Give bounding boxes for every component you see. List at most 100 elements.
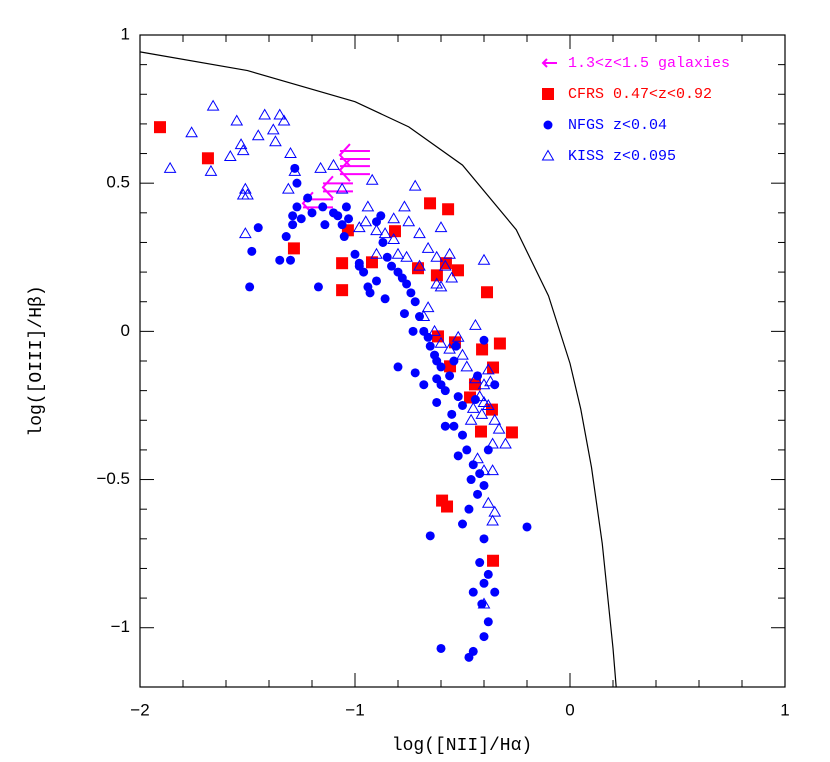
triangle-marker [434,221,448,233]
legend-symbol [543,120,553,130]
circle-marker [288,220,298,230]
triangle-marker [258,108,272,120]
circle-marker [286,255,295,265]
triangle-marker [230,114,244,126]
square-marker [430,269,443,282]
circle-marker [425,341,435,351]
circle-marker [423,332,433,342]
circle-marker [365,288,375,298]
triangle-marker [277,114,291,126]
triangle-marker [486,514,499,526]
triangle-marker [456,348,469,360]
triangle-marker [486,437,499,449]
x-tick-label: 0 [565,700,574,719]
triangle-marker [370,247,383,259]
circle-marker [464,652,474,662]
triangle-marker [499,437,512,449]
triangle-marker [430,250,444,262]
triangle-marker [481,398,495,410]
triangle-marker [477,378,491,390]
square-marker [474,425,487,438]
triangle-marker [417,310,431,322]
legend-label: KISS z<0.095 [568,148,676,165]
circle-marker [473,489,483,499]
triangle-marker [451,330,465,342]
circle-marker [303,193,313,203]
square-marker [153,121,166,134]
x-tick-label: −1 [345,700,364,719]
circle-marker [440,421,450,431]
arrow-marker [338,158,370,182]
circle-marker [376,211,386,221]
circle-marker [378,237,388,247]
triangle-marker [391,247,405,259]
square-marker [365,256,378,269]
circle-marker [466,475,476,485]
triangle-marker [477,253,491,265]
circle-marker [313,282,323,292]
circle-marker [479,534,489,544]
triangle-marker [471,452,484,464]
circle-marker [281,232,291,242]
circle-marker [440,386,450,396]
circle-marker [479,480,489,490]
circle-marker [382,252,392,262]
square-marker [505,426,518,439]
triangle-marker [469,372,482,384]
triangle-marker [445,271,459,283]
triangle-marker [266,123,280,135]
y-tick-label: −1 [111,617,130,636]
triangle-marker [413,227,426,239]
circle-marker [425,531,435,541]
circle-marker [307,208,317,218]
circle-marker [449,421,459,431]
triangle-marker [408,179,422,191]
circle-marker [406,288,416,298]
circle-marker [288,211,298,221]
circle-marker [419,380,429,390]
triangle-marker [421,301,435,313]
y-tick-label: 1 [121,24,130,43]
circle-marker [458,519,467,529]
triangle-marker [477,597,491,609]
triangle-marker [434,336,448,348]
circle-marker [445,371,455,381]
triangle-marker [400,250,413,262]
legend-label: CFRS 0.47<z<0.92 [568,86,712,103]
triangle-marker [492,422,506,434]
triangle-marker [223,150,237,162]
demarcation-curve [139,51,617,688]
triangle-marker [352,221,366,233]
circle-marker [372,276,381,286]
square-marker [476,343,489,356]
circle-marker [458,430,467,440]
circle-marker [464,504,474,514]
circle-marker [451,341,461,351]
circle-marker [468,587,478,597]
circle-marker [337,220,347,230]
circle-marker [247,246,257,256]
triangle-marker [365,173,379,185]
triangle-marker [335,182,349,194]
triangle-marker [236,188,250,200]
square-marker [287,242,300,255]
circle-marker [292,202,302,212]
plot-frame [139,34,786,688]
square-marker [493,337,506,350]
y-tick-label: 0.5 [106,173,130,192]
triangle-marker [464,413,478,425]
circle-marker [436,362,446,372]
legend-label: 1.3<z<1.5 galaxies [568,55,730,72]
square-marker [441,500,454,513]
arrow-marker [338,143,370,167]
y-tick-label: 0 [121,321,130,340]
circle-marker [410,297,420,307]
circle-marker [339,232,349,242]
circle-marker [479,578,489,588]
triangle-marker [284,147,297,159]
square-marker [388,225,401,238]
circle-marker [522,522,532,532]
legend-label: NFGS z<0.04 [568,117,667,134]
triangle-marker [413,259,426,271]
square-marker [442,203,455,216]
